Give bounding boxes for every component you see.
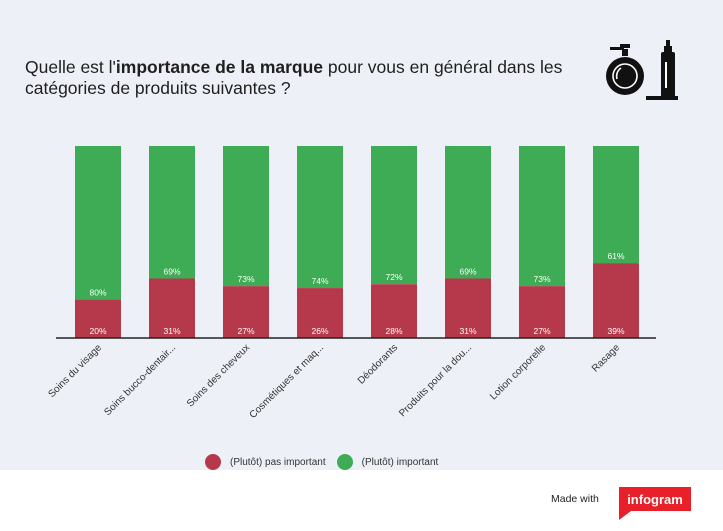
bar-not-important	[75, 299, 121, 338]
stacked-bar-chart: 80% 20% Soins du visage 69% 31% Soins bucco-d…	[46, 146, 656, 421]
bar-not-important	[371, 284, 417, 338]
bar-not-important	[149, 278, 195, 338]
x-tick-label: Rasage	[590, 342, 622, 374]
legend-swatch-important	[336, 454, 353, 470]
bar-not-important	[593, 263, 639, 338]
data-label-important: 80%	[89, 288, 106, 298]
made-with-text: Made with	[551, 493, 599, 505]
data-label-not-important: 27%	[237, 326, 254, 336]
data-label-not-important: 28%	[385, 326, 402, 336]
data-label-not-important: 39%	[607, 326, 624, 336]
data-label-important: 69%	[163, 266, 180, 276]
x-tick-label: Produits pour la dou...	[397, 342, 474, 419]
x-tick-label: Lotion corporelle	[488, 342, 548, 402]
data-label-not-important: 26%	[311, 326, 328, 336]
legend-swatch-not-important	[205, 454, 221, 470]
x-tick-label: Soins du visage	[46, 342, 104, 400]
chart-title: Quelle est l'importance de la marque pou…	[25, 57, 595, 99]
perfume-bottle-icon	[606, 40, 678, 100]
bar-not-important	[519, 286, 565, 338]
bar-important	[297, 146, 343, 289]
legend: (Plutôt) pas important (Plutôt) importan…	[205, 453, 449, 471]
bar-not-important	[223, 286, 269, 338]
title-prefix: Quelle est l'	[25, 57, 116, 77]
data-label-not-important: 31%	[163, 326, 180, 336]
legend-label-not-important: (Plutôt) pas important	[230, 456, 326, 468]
bar-important	[593, 146, 639, 264]
infogram-logo[interactable]: infogram	[619, 487, 691, 520]
bar-important	[445, 146, 491, 279]
data-label-not-important: 31%	[459, 326, 476, 336]
legend-item-important[interactable]: (Plutôt) important	[336, 454, 439, 470]
x-tick-label: Cosmétiques et maq...	[248, 342, 327, 421]
title-suffix: pour vous en général dans les catégories…	[25, 57, 563, 98]
data-label-not-important: 20%	[89, 326, 106, 336]
data-label-important: 73%	[533, 274, 550, 284]
data-label-important: 61%	[607, 251, 624, 261]
data-label-important: 73%	[237, 274, 254, 284]
data-label-important: 69%	[459, 266, 476, 276]
data-label-important: 74%	[311, 276, 328, 286]
infogram-logo-text: infogram	[627, 492, 683, 507]
x-tick-label: Soins des cheveux	[185, 342, 252, 409]
bar-not-important	[445, 278, 491, 338]
data-label-important: 72%	[385, 272, 402, 282]
legend-item-not-important[interactable]: (Plutôt) pas important	[205, 454, 326, 470]
bar-important	[223, 146, 269, 287]
bar-important	[519, 146, 565, 287]
x-tick-label: Déodorants	[356, 342, 400, 386]
bar-important	[75, 146, 121, 300]
bar-important	[149, 146, 195, 279]
data-label-not-important: 27%	[533, 326, 550, 336]
title-bold: importance de la marque	[115, 57, 324, 77]
x-tick-label: Soins bucco-dentair...	[102, 342, 178, 418]
bar-important	[371, 146, 417, 285]
legend-label-important: (Plutôt) important	[361, 456, 439, 468]
bar-not-important	[297, 288, 343, 338]
